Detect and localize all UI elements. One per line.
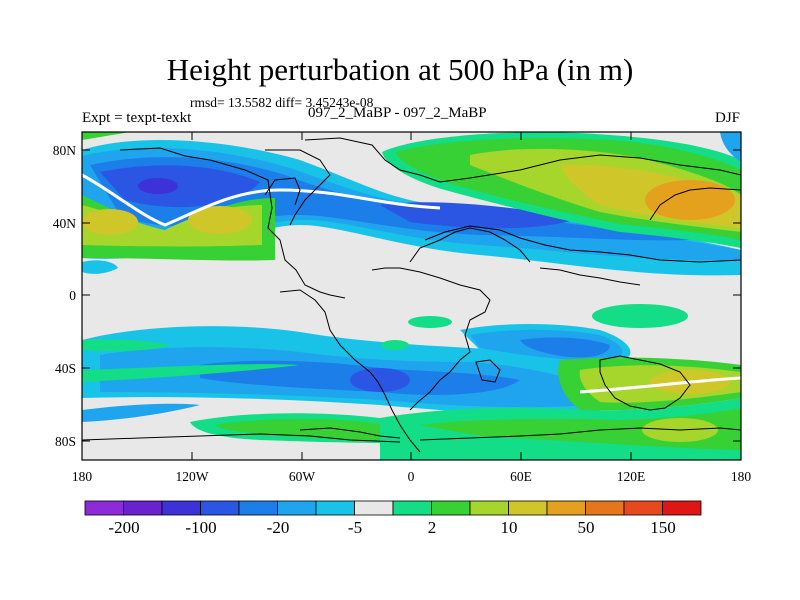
colorbar-swatch (392, 500, 432, 516)
colorbar-labels: -200 -100 -20 -5 2 10 50 150 (108, 518, 675, 537)
y-tick-label: 80S (55, 434, 76, 449)
colorbar-label: -200 (108, 518, 139, 537)
y-tick-label: 0 (69, 288, 76, 303)
coastlines (82, 137, 741, 453)
y-tick-label: 40N (53, 216, 77, 231)
colorbar-swatch (315, 500, 355, 516)
axis-ticks (82, 132, 741, 460)
colorbar-swatch (238, 500, 278, 516)
colorbar (84, 500, 702, 516)
white-contour-south (579, 376, 741, 394)
colorbar-swatch (354, 500, 394, 516)
colorbar-label: -5 (348, 518, 362, 537)
colorbar-swatch (123, 500, 163, 516)
white-contour-north (82, 173, 441, 227)
stats-text: rmsd= 13.5582 diff= 3.45243e-08 (190, 95, 374, 110)
y-tick-label: 80N (53, 143, 77, 158)
x-tick-label: 0 (408, 469, 415, 484)
x-tick-label: 180 (731, 469, 752, 484)
colorbar-swatch (623, 500, 663, 516)
colorbar-swatch (161, 500, 201, 516)
x-tick-label: 120E (617, 469, 646, 484)
x-tick-label: 120W (176, 469, 209, 484)
colorbar-swatch (200, 500, 240, 516)
colorbar-swatch (546, 500, 586, 516)
x-tick-label: 60W (289, 469, 316, 484)
colorbar-label: 2 (428, 518, 437, 537)
colorbar-label: -100 (185, 518, 216, 537)
y-tick-label: 40S (55, 361, 76, 376)
season-label: DJF (714, 110, 740, 126)
left-label: Expt = texpt-texkt (82, 110, 192, 126)
colorbar-swatch (469, 500, 509, 516)
field-south (82, 304, 741, 460)
colorbar-swatch (277, 500, 317, 516)
x-tick-labels: 180 120W 60W 0 60E 120E 180 (72, 469, 752, 484)
plot-title: Height perturbation at 500 hPa (in m) (166, 52, 634, 87)
colorbar-swatch (84, 500, 124, 516)
colorbar-swatch (662, 500, 702, 516)
y-tick-labels: 80N 40N 0 40S 80S (53, 143, 77, 449)
colorbar-swatch (508, 500, 548, 516)
map-field (82, 132, 741, 460)
colorbar-label: -20 (267, 518, 290, 537)
colorbar-label: 150 (650, 518, 676, 537)
colorbar-label: 10 (501, 518, 518, 537)
x-tick-label: 180 (72, 469, 93, 484)
colorbar-swatch (585, 500, 625, 516)
colorbar-label: 50 (578, 518, 595, 537)
colorbar-swatch (431, 500, 471, 516)
x-tick-label: 60E (510, 469, 532, 484)
center-label: 097_2_MaBP - 097_2_MaBP (308, 105, 487, 121)
